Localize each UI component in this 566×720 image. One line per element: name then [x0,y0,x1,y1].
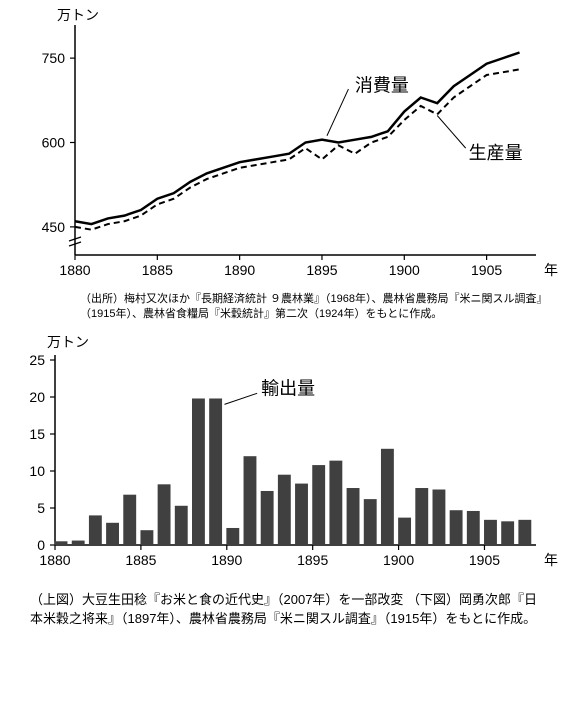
svg-text:1905: 1905 [471,262,502,278]
svg-text:20: 20 [29,389,45,405]
svg-text:5: 5 [37,500,45,516]
svg-text:1905: 1905 [469,552,500,568]
svg-text:1880: 1880 [39,552,70,568]
svg-text:年: 年 [544,262,558,278]
top-chart-source: （出所）梅村又次ほか『長期経済統計 ９農林業』（1968年）、農林省農務局『米ニ… [0,290,566,325]
svg-text:1900: 1900 [383,552,414,568]
svg-text:1885: 1885 [125,552,156,568]
svg-text:消費量: 消費量 [355,75,409,95]
top-line-chart: 万トン 450 600 750 1880 1885 1890 1895 1900 1905 年 消費量… [0,0,566,290]
svg-text:25: 25 [29,352,45,368]
svg-text:1890: 1890 [224,262,255,278]
svg-text:生産量: 生産量 [469,143,523,163]
svg-text:年: 年 [544,552,558,568]
svg-text:輸出量: 輸出量 [261,378,315,398]
svg-text:1895: 1895 [297,552,328,568]
svg-text:1880: 1880 [59,262,90,278]
svg-text:1890: 1890 [211,552,242,568]
svg-text:450: 450 [42,219,66,235]
svg-text:15: 15 [29,426,45,442]
svg-text:1900: 1900 [389,262,420,278]
svg-text:0: 0 [37,537,45,553]
svg-text:万トン: 万トン [57,7,99,23]
svg-text:1895: 1895 [306,262,337,278]
bottom-bar-chart: 万トン 0 5 10 15 20 25 1880 1885 1890 1895 1900 1905 年 輸出… [0,325,566,580]
bottom-chart-source: （上図）大豆生田稔『お米と食の近代史』（2007年）を一部改変 （下図）岡勇次郎… [0,580,566,639]
svg-text:10: 10 [29,463,45,479]
svg-text:1885: 1885 [142,262,173,278]
svg-text:600: 600 [42,135,66,151]
svg-text:万トン: 万トン [47,334,89,350]
svg-text:750: 750 [42,50,66,66]
